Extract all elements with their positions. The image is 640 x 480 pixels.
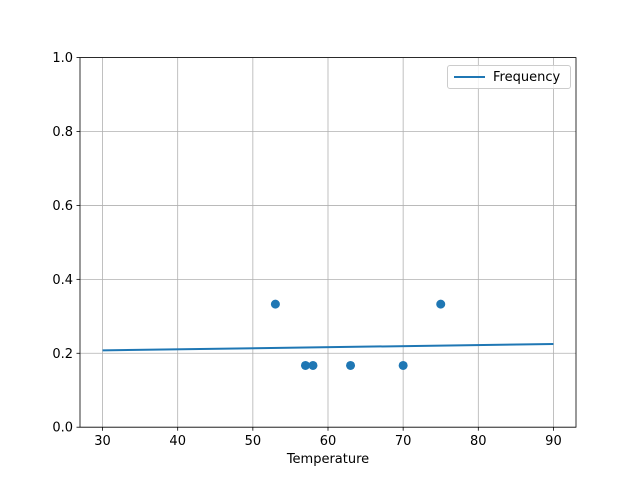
- x-tick-label: 40: [169, 434, 186, 449]
- scatter-point: [308, 360, 318, 370]
- scatter-point: [346, 360, 356, 370]
- frequency-line: [102, 343, 554, 352]
- scatter-point: [436, 299, 446, 309]
- x-tick-label: 70: [395, 434, 412, 449]
- scatter-point: [398, 360, 408, 370]
- x-tick-label: 80: [470, 434, 487, 449]
- y-tick-label: 0.8: [52, 125, 73, 140]
- y-tick-label: 1.0: [52, 51, 73, 66]
- x-tick-label: 30: [94, 434, 111, 449]
- y-tick-label: 0.0: [52, 421, 73, 436]
- y-tick-label: 0.2: [52, 347, 73, 362]
- x-axis-label: Temperature: [286, 452, 370, 467]
- scatter-point: [300, 360, 310, 370]
- legend-entry-label: Frequency: [493, 69, 561, 85]
- x-tick-label: 90: [545, 434, 562, 449]
- y-tick-label: 0.4: [52, 273, 73, 288]
- x-tick-label: 50: [245, 434, 262, 449]
- y-tick-label: 0.6: [52, 199, 73, 214]
- scatter-point: [270, 299, 280, 309]
- legend: Frequency: [447, 65, 571, 89]
- legend-line-sample-icon: [454, 76, 485, 78]
- x-tick-label: 60: [320, 434, 337, 449]
